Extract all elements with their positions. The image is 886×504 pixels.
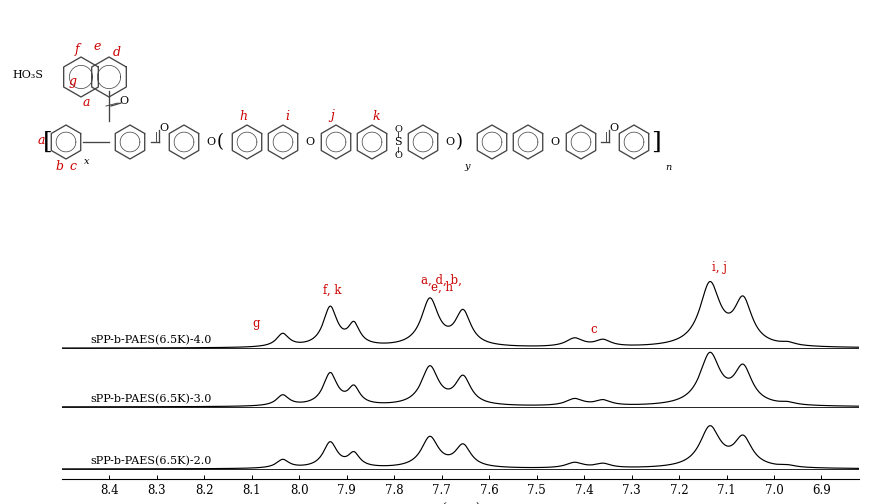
- Text: O: O: [159, 123, 168, 133]
- Text: HO₃S: HO₃S: [12, 70, 43, 80]
- Text: i, j: i, j: [712, 261, 727, 274]
- Text: ]: ]: [651, 131, 661, 154]
- Text: j: j: [330, 109, 334, 122]
- Text: n: n: [664, 163, 671, 172]
- Text: f: f: [74, 43, 80, 56]
- X-axis label: (ppm): (ppm): [440, 502, 481, 504]
- Text: c: c: [69, 160, 76, 173]
- Text: O: O: [394, 124, 402, 134]
- Text: a: a: [37, 134, 45, 147]
- Text: O: O: [306, 137, 315, 147]
- Text: a: a: [82, 95, 89, 108]
- Text: d: d: [113, 45, 121, 58]
- Text: O: O: [120, 96, 128, 106]
- Text: e, h: e, h: [431, 281, 453, 294]
- Text: h: h: [239, 109, 247, 122]
- Text: O: O: [610, 123, 618, 133]
- Text: c: c: [590, 323, 597, 336]
- Text: O: O: [394, 151, 402, 159]
- Text: i: i: [285, 109, 289, 122]
- Text: x: x: [84, 157, 89, 165]
- Text: [: [: [43, 131, 53, 154]
- Text: a, d, b,: a, d, b,: [422, 274, 462, 287]
- Text: S: S: [394, 137, 402, 147]
- Text: O: O: [550, 137, 560, 147]
- Text: O: O: [446, 137, 455, 147]
- Text: b: b: [55, 160, 63, 173]
- Text: y: y: [464, 162, 470, 171]
- Text: ): ): [455, 133, 462, 151]
- Text: f, k: f, k: [323, 284, 342, 297]
- Text: (: (: [216, 133, 223, 151]
- Text: g: g: [69, 76, 77, 89]
- Text: g: g: [253, 317, 260, 330]
- Text: e: e: [93, 40, 101, 53]
- Text: sPP-b-PAES(6.5K)-3.0: sPP-b-PAES(6.5K)-3.0: [90, 394, 212, 404]
- Text: k: k: [372, 109, 380, 122]
- Text: sPP-b-PAES(6.5K)-2.0: sPP-b-PAES(6.5K)-2.0: [90, 456, 212, 466]
- Text: O: O: [206, 137, 215, 147]
- Text: sPP-b-PAES(6.5K)-4.0: sPP-b-PAES(6.5K)-4.0: [90, 335, 212, 346]
